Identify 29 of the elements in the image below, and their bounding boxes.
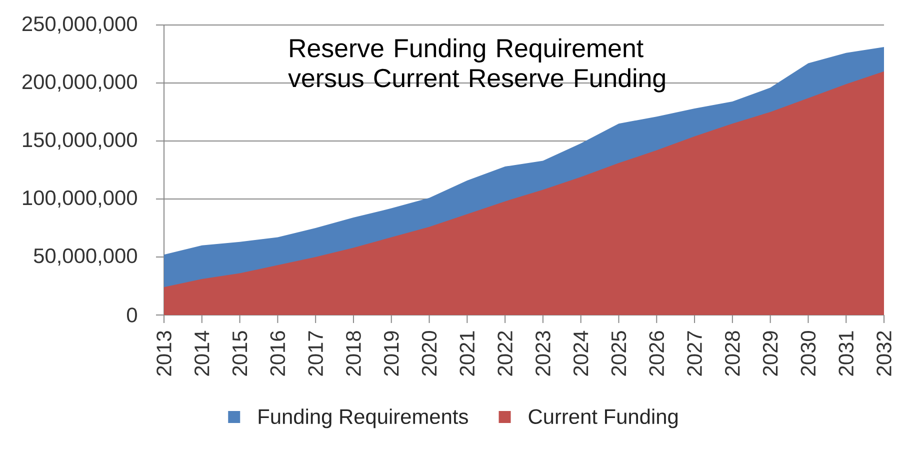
x-tick-label: 2025 [611,331,626,376]
text: Reserve Funding Requirement versus Current Reserve Funding [288,38,665,92]
x-tick-label: 2030 [800,331,816,376]
y-tick-label: 100,000,000 [23,190,137,208]
legend-label: Current Funding [528,408,678,428]
x-tick-label: 2028 [725,331,740,376]
x-tick-label: 2023 [536,331,550,376]
x-tick-label: 2032 [876,331,892,376]
x-tick-label: 2016 [270,331,286,376]
x-tick-label: 2020 [422,331,437,376]
legend-label: Funding Requirements [258,408,468,428]
x-tick-label: 2019 [384,331,399,376]
x-tick-label: 2027 [687,331,702,376]
x-tick-label: 2015 [232,331,248,376]
y-tick-label: 200,000,000 [22,74,137,92]
x-tick-label: 2022 [498,331,512,376]
y-tick-label: 150,000,000 [23,132,137,150]
x-tick-label: 2018 [346,331,361,376]
x-tick-label: 2031 [838,331,854,376]
x-tick-label: 2014 [194,330,210,376]
x-tick-label: 2029 [762,331,778,376]
x-tick-label: 2026 [649,331,664,376]
y-tick-label: 50,000,000 [34,248,137,266]
x-tick-label: 2013 [156,331,172,376]
x-tick-label: 2024 [573,330,588,376]
y-tick-label: 250,000,000 [22,16,137,34]
x-tick-label: 2017 [308,331,323,376]
y-tick-label: 0 [126,308,137,322]
x-tick-label: 2021 [460,331,475,376]
